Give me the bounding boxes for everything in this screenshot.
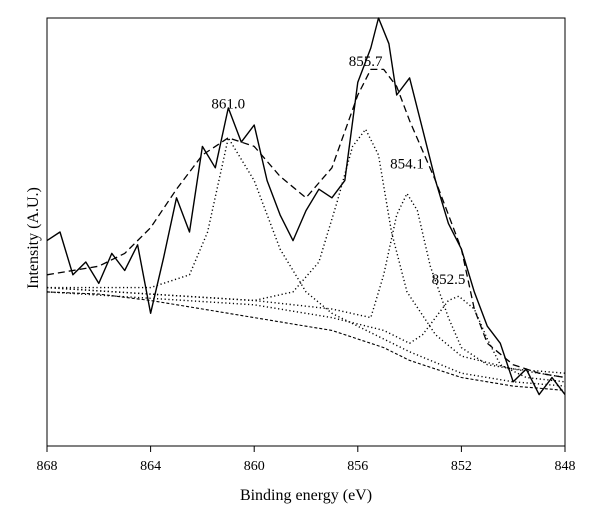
series-dotted-4 <box>46 128 566 374</box>
peak-labels: 861.0 855.7 854.1 852.5 <box>211 54 465 288</box>
x-tick-label: 864 <box>140 459 161 474</box>
x-tick-label: 848 <box>555 459 576 474</box>
plot-frame <box>46 17 566 447</box>
peak-label: 854.1 <box>390 157 424 173</box>
series-dotted-3 <box>47 137 566 387</box>
series-dashed-1 <box>46 68 566 379</box>
x-tick-label: 856 <box>347 459 368 474</box>
x-axis-ticks: 868 864 860 856 852 848 <box>37 446 576 474</box>
x-tick-label: 860 <box>244 459 265 474</box>
x-tick-label: 852 <box>451 459 472 474</box>
series-solid-0 <box>46 17 566 396</box>
peak-label: 852.5 <box>432 272 466 288</box>
peak-label: 855.7 <box>349 54 383 70</box>
series-layer <box>46 17 566 396</box>
y-axis-title: Intensity (A.U.) <box>25 187 42 289</box>
series-dotted-5 <box>46 192 566 379</box>
series-dotted-6 <box>46 291 566 383</box>
series-dashed-fine-2 <box>46 291 566 391</box>
peak-label: 861.0 <box>211 97 245 113</box>
x-tick-label: 868 <box>37 459 58 474</box>
x-axis-title: Binding energy (eV) <box>240 487 372 504</box>
